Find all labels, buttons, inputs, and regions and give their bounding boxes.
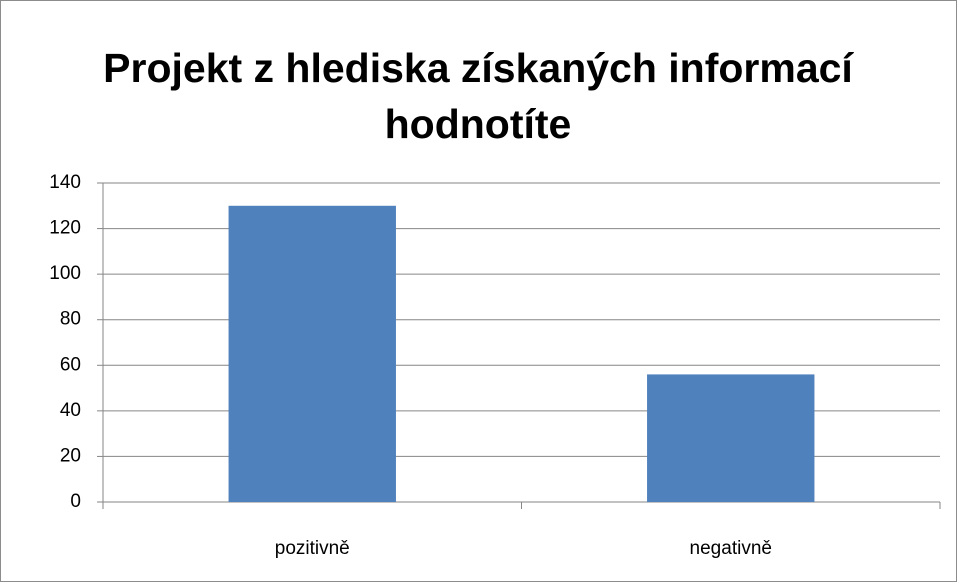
y-tick-label: 100 — [49, 263, 81, 284]
chart-title: Projekt z hlediska získaných informací h… — [103, 45, 853, 147]
y-tick-label: 120 — [49, 218, 81, 239]
y-tick-label: 140 — [49, 172, 81, 193]
y-tick-label: 20 — [60, 445, 81, 466]
bar — [228, 205, 396, 503]
y-tick-label: 40 — [60, 400, 81, 421]
bar — [647, 374, 815, 502]
y-tick-label: 80 — [60, 309, 81, 330]
y-tick-label: 0 — [70, 491, 81, 512]
y-tick-label: 60 — [60, 354, 81, 375]
x-tick-label: pozitivně — [275, 538, 350, 559]
x-tick-label: negativně — [690, 538, 772, 559]
